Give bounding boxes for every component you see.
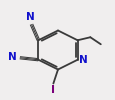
Text: I: I xyxy=(51,85,55,95)
Text: N: N xyxy=(26,12,35,22)
Text: N: N xyxy=(8,52,17,62)
Text: N: N xyxy=(79,55,87,65)
